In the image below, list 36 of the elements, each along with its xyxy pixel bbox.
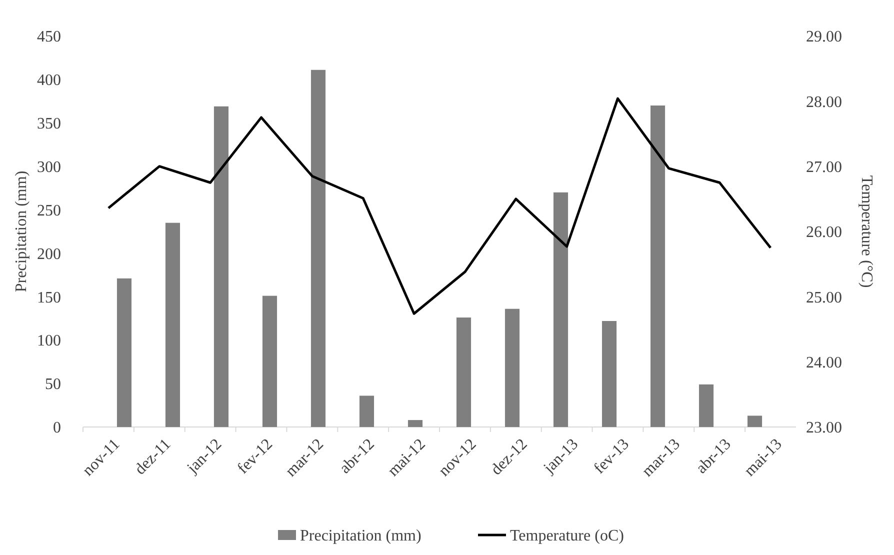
- y-tick-label: 250: [37, 202, 61, 220]
- y-tick-label: 0: [53, 420, 61, 437]
- y-axis-title: Precipitation (mm): [13, 170, 30, 292]
- line-series: [107, 97, 772, 315]
- bar: [553, 192, 568, 427]
- bar: [262, 296, 278, 427]
- y2-tick-label: 25.00: [806, 289, 842, 306]
- bar: [650, 106, 666, 427]
- y2-tick-label: 28.00: [806, 94, 842, 111]
- y2-tick-label: 24.00: [806, 354, 842, 372]
- y-tick-label: 400: [37, 72, 61, 90]
- bar: [747, 416, 762, 427]
- y-tick-label: 200: [37, 246, 61, 263]
- y-tick-label: 300: [37, 158, 61, 176]
- bar: [504, 308, 520, 427]
- bar: [456, 318, 472, 427]
- y-tick-label: 350: [37, 115, 61, 132]
- y-tick-label: 100: [37, 332, 61, 350]
- bar: [698, 384, 714, 427]
- y-tick-label: 50: [45, 376, 61, 394]
- bar: [116, 278, 132, 427]
- y-tick-label: 450: [37, 28, 61, 46]
- bar: [310, 70, 326, 427]
- y2-tick-label: 26.00: [806, 224, 842, 242]
- bar: [214, 106, 229, 427]
- y-tick-label: 150: [37, 289, 61, 306]
- y2-tick-label: 27.00: [806, 158, 842, 176]
- legend-label: Precipitation (mm): [300, 528, 422, 545]
- y2-tick-label: 23.00: [806, 420, 842, 437]
- y2-axis-title: Temperature (°C): [858, 175, 875, 288]
- bar: [359, 396, 374, 427]
- bar: [408, 420, 423, 427]
- y2-tick-label: 29.00: [806, 28, 842, 46]
- bar: [602, 320, 617, 427]
- legend-label: Temperature (oC): [510, 528, 624, 545]
- bar: [165, 222, 180, 427]
